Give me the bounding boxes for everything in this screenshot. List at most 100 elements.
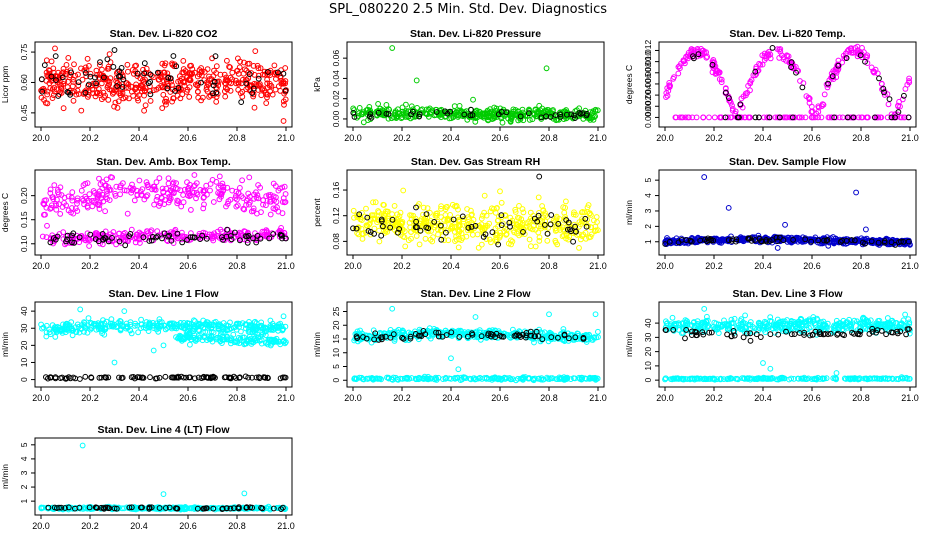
panel-2-point-black <box>416 111 423 117</box>
panel-1-point-cloud <box>75 71 81 78</box>
panel-4-point-upper <box>90 198 97 204</box>
panel-4-point-upper <box>220 188 227 194</box>
panel-3-xtick-label: 20.2 <box>705 133 723 143</box>
panel-4-point-upper <box>143 179 150 186</box>
panel-4-point-upper <box>90 188 97 194</box>
panel-2-point-black <box>366 113 373 120</box>
panel-4-point-black <box>228 236 235 243</box>
panel-1-xtick-label: 20.8 <box>228 133 246 143</box>
panel-8-outlier-point <box>448 355 454 362</box>
panel-4-point-black <box>283 235 289 242</box>
panel-4-point-upper <box>270 193 277 200</box>
panel-1-point-cloud <box>104 66 111 72</box>
panel-3-point-cloud <box>718 76 725 83</box>
panel-7-point-baseline <box>147 374 153 381</box>
panel-1-ytick-label: 0.60 <box>19 74 29 91</box>
panel-1-point-cloud <box>70 79 77 85</box>
panel-3-point-cloud <box>761 53 768 60</box>
panel-9-xtick-label: 20.0 <box>656 393 674 403</box>
panel-1-point-cloud <box>44 88 51 95</box>
panel-4-point-lower <box>148 227 155 234</box>
panel-5-ytick-label: 0.16 <box>331 181 341 198</box>
panel-1-point-cloud <box>282 65 289 71</box>
panel-4-point-upper <box>190 183 197 190</box>
panel-4-point-lower <box>229 230 235 237</box>
panel-4-point-black <box>64 232 71 239</box>
panel-4-point-upper <box>243 202 250 208</box>
panel-3-xtick-label: 20.4 <box>754 133 772 143</box>
panel-4-ylabel: degrees C <box>0 193 10 232</box>
panel-2-point-black <box>576 110 583 116</box>
panel-3-ylabel: degrees C <box>624 65 634 104</box>
panel-6-ytick-label: 4 <box>643 193 653 198</box>
panel-3-point-cloud <box>824 84 831 91</box>
panel-4-point-upper <box>210 199 217 205</box>
panel-1-point-black <box>53 77 59 83</box>
panel-1-point-cloud <box>180 78 187 85</box>
panel-1-point-cloud <box>49 86 56 92</box>
panel-2-point-cloud <box>358 111 365 118</box>
panel-4-ytick-label: 0.15 <box>19 211 29 228</box>
panel-1-point-black <box>82 70 89 76</box>
panel-2-ytick-label: 0.00 <box>331 110 341 127</box>
panel-4-point-upper <box>270 180 277 187</box>
panel-2-point-cloud <box>526 117 533 123</box>
panel-3-point-black <box>793 69 799 76</box>
panel-2-point-black <box>467 112 474 119</box>
panel-4-point-upper <box>239 177 246 184</box>
panel-4-frame <box>34 169 293 256</box>
panel-7-point-upper <box>138 316 145 323</box>
panel-1-point-cloud <box>186 84 193 90</box>
panel-4-point-upper <box>61 200 67 206</box>
panel-4-point-upper <box>247 193 253 200</box>
panel-4-point-upper <box>156 175 163 182</box>
panel-3-point-cloud <box>672 114 679 121</box>
panel-9-ylabel: ml/min <box>624 332 634 357</box>
panel-5-point-cloud <box>527 209 534 216</box>
panel-9-xtick-label: 20.6 <box>803 393 821 403</box>
panel-2-point-cloud <box>451 103 458 109</box>
panel-4-point-black <box>219 234 225 241</box>
panel-1-point-cloud <box>221 71 228 78</box>
panel-4-point-upper <box>172 185 179 192</box>
panel-3-point-cloud <box>710 65 717 71</box>
panel-1-point-cloud <box>222 93 229 100</box>
panel-1-point-cloud <box>267 81 273 87</box>
panel-3-point-black <box>799 84 806 91</box>
panel-5-point-cloud <box>516 203 522 209</box>
panel-3-point-cloud <box>819 101 826 107</box>
panel-1-point-cloud <box>182 68 189 74</box>
panel-1-point-cloud <box>125 85 132 91</box>
panel-4-point-upper <box>56 201 62 208</box>
panel-1-point-black <box>87 73 94 80</box>
panel-4-point-upper <box>238 193 245 200</box>
panel-5-point-cloud <box>563 198 569 205</box>
panel-3-point-cloud <box>663 90 670 96</box>
panel-2-point-cloud <box>425 106 432 113</box>
panel-4-xtick-label: 20.8 <box>228 261 246 271</box>
panel-1-point-cloud <box>227 74 234 81</box>
panel-5-point-cloud <box>512 209 519 215</box>
panel-3-point-cloud <box>864 52 871 59</box>
panel-7-point-baseline <box>77 376 83 382</box>
panel-3-point-cloud <box>729 102 735 109</box>
panel-4-ytick-label: 0.10 <box>19 235 29 252</box>
panel-6-xtick-label: 20.8 <box>852 261 870 271</box>
panel-2-point-cloud <box>533 113 539 120</box>
panel-5-point-black <box>570 238 576 245</box>
panel-1-point-cloud <box>78 65 84 72</box>
panel-9-point-main <box>669 314 676 321</box>
panel-4-point-upper <box>224 184 231 191</box>
panel-4-point-black <box>100 236 107 243</box>
panel-7-point-upper <box>135 329 142 336</box>
panel-1-point-cloud <box>255 65 262 72</box>
panel-3-point-black <box>769 45 776 51</box>
panel-4-point-upper <box>169 181 176 187</box>
panel-4-point-upper <box>174 200 181 207</box>
panel-2-outlier-point <box>543 65 550 72</box>
panel-3-point-cloud <box>745 114 752 121</box>
panel-2-point-cloud <box>515 108 521 115</box>
panel-1-point-black <box>173 63 180 70</box>
panel-2-point-cloud <box>414 105 421 111</box>
